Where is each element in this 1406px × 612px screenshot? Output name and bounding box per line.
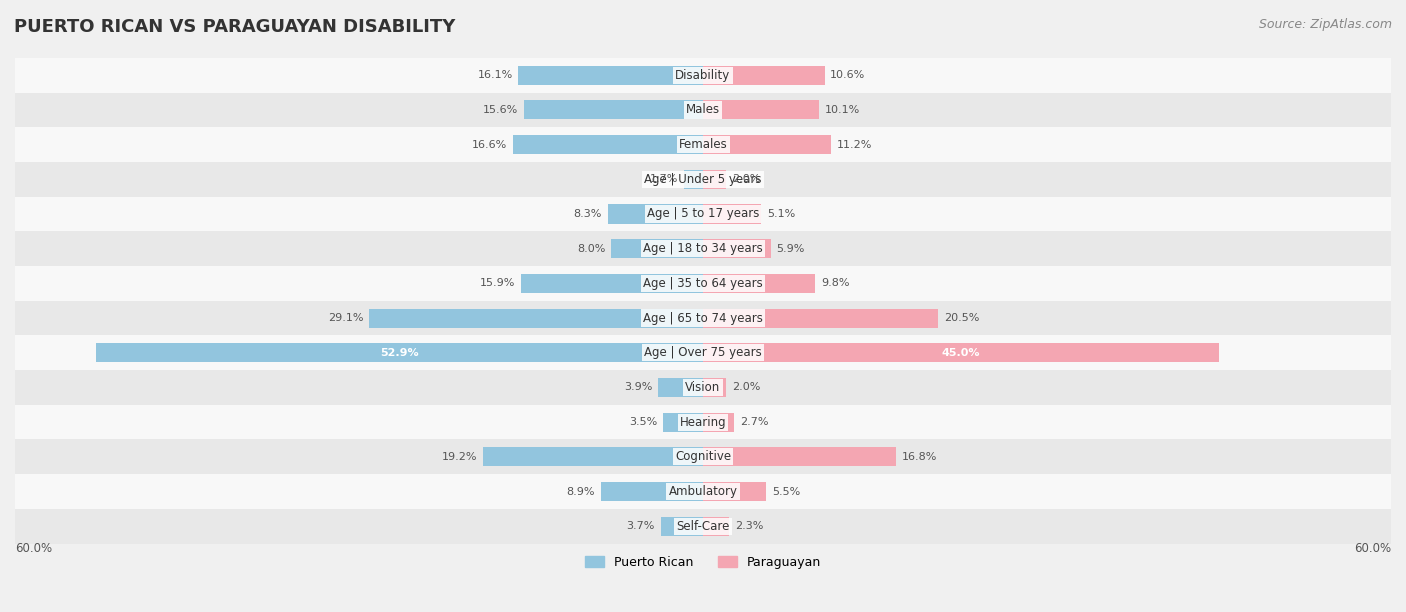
Bar [661, 517, 703, 536]
Bar [519, 65, 703, 84]
Bar [15, 92, 1391, 127]
Text: 29.1%: 29.1% [328, 313, 364, 323]
Text: Age | 5 to 17 years: Age | 5 to 17 years [647, 207, 759, 220]
Text: Age | 65 to 74 years: Age | 65 to 74 years [643, 312, 763, 324]
Text: Males: Males [686, 103, 720, 116]
Text: 20.5%: 20.5% [943, 313, 979, 323]
Bar [15, 127, 1391, 162]
Text: 45.0%: 45.0% [942, 348, 980, 358]
Bar [658, 378, 703, 397]
Text: 3.7%: 3.7% [627, 521, 655, 531]
Bar [15, 58, 1391, 92]
Bar [703, 239, 770, 258]
Bar [600, 482, 703, 501]
Text: 15.6%: 15.6% [484, 105, 519, 115]
Text: 2.0%: 2.0% [731, 382, 761, 392]
Text: 16.8%: 16.8% [901, 452, 936, 462]
Bar [513, 135, 703, 154]
Bar [703, 274, 815, 293]
Bar [524, 100, 703, 119]
Text: Self-Care: Self-Care [676, 520, 730, 532]
Text: 9.8%: 9.8% [821, 278, 849, 288]
Text: Age | Under 5 years: Age | Under 5 years [644, 173, 762, 186]
Bar [612, 239, 703, 258]
Bar [520, 274, 703, 293]
Text: 15.9%: 15.9% [479, 278, 515, 288]
Text: Cognitive: Cognitive [675, 450, 731, 463]
Text: 16.1%: 16.1% [478, 70, 513, 80]
Bar [97, 343, 703, 362]
Text: 10.6%: 10.6% [831, 70, 866, 80]
Text: Females: Females [679, 138, 727, 151]
Text: Age | 35 to 64 years: Age | 35 to 64 years [643, 277, 763, 290]
Bar [482, 447, 703, 466]
Text: 1.7%: 1.7% [650, 174, 678, 184]
Legend: Puerto Rican, Paraguayan: Puerto Rican, Paraguayan [579, 551, 827, 574]
Bar [15, 509, 1391, 543]
Text: 2.3%: 2.3% [735, 521, 763, 531]
Text: 60.0%: 60.0% [1354, 542, 1391, 555]
Bar [703, 135, 831, 154]
Text: 3.9%: 3.9% [624, 382, 652, 392]
Bar [703, 378, 725, 397]
Text: 52.9%: 52.9% [381, 348, 419, 358]
Bar [703, 343, 1219, 362]
Bar [703, 170, 725, 189]
Bar [607, 204, 703, 223]
Text: 10.1%: 10.1% [824, 105, 860, 115]
Text: 8.0%: 8.0% [576, 244, 606, 253]
Text: 5.1%: 5.1% [768, 209, 796, 219]
Text: Disability: Disability [675, 69, 731, 81]
Text: 8.9%: 8.9% [567, 487, 595, 496]
Bar [15, 335, 1391, 370]
Text: Hearing: Hearing [679, 416, 727, 428]
Bar [703, 65, 824, 84]
Bar [703, 412, 734, 431]
Bar [15, 474, 1391, 509]
Bar [703, 308, 938, 327]
Text: 11.2%: 11.2% [837, 140, 873, 149]
Text: Vision: Vision [685, 381, 721, 394]
Bar [683, 170, 703, 189]
Text: 3.5%: 3.5% [628, 417, 657, 427]
Text: PUERTO RICAN VS PARAGUAYAN DISABILITY: PUERTO RICAN VS PARAGUAYAN DISABILITY [14, 18, 456, 36]
Bar [370, 308, 703, 327]
Bar [703, 204, 762, 223]
Text: 60.0%: 60.0% [15, 542, 52, 555]
Bar [15, 370, 1391, 405]
Bar [15, 405, 1391, 439]
Text: 5.5%: 5.5% [772, 487, 800, 496]
Bar [15, 162, 1391, 196]
Bar [662, 412, 703, 431]
Text: 5.9%: 5.9% [776, 244, 804, 253]
Text: 8.3%: 8.3% [574, 209, 602, 219]
Text: Ambulatory: Ambulatory [668, 485, 738, 498]
Bar [15, 266, 1391, 300]
Bar [703, 482, 766, 501]
Text: 2.7%: 2.7% [740, 417, 768, 427]
Text: Age | Over 75 years: Age | Over 75 years [644, 346, 762, 359]
Bar [15, 196, 1391, 231]
Bar [703, 447, 896, 466]
Bar [703, 100, 818, 119]
Text: 19.2%: 19.2% [441, 452, 477, 462]
Bar [15, 439, 1391, 474]
Bar [703, 517, 730, 536]
Text: 16.6%: 16.6% [471, 140, 508, 149]
Text: 2.0%: 2.0% [731, 174, 761, 184]
Text: Age | 18 to 34 years: Age | 18 to 34 years [643, 242, 763, 255]
Bar [15, 300, 1391, 335]
Text: Source: ZipAtlas.com: Source: ZipAtlas.com [1258, 18, 1392, 31]
Bar [15, 231, 1391, 266]
